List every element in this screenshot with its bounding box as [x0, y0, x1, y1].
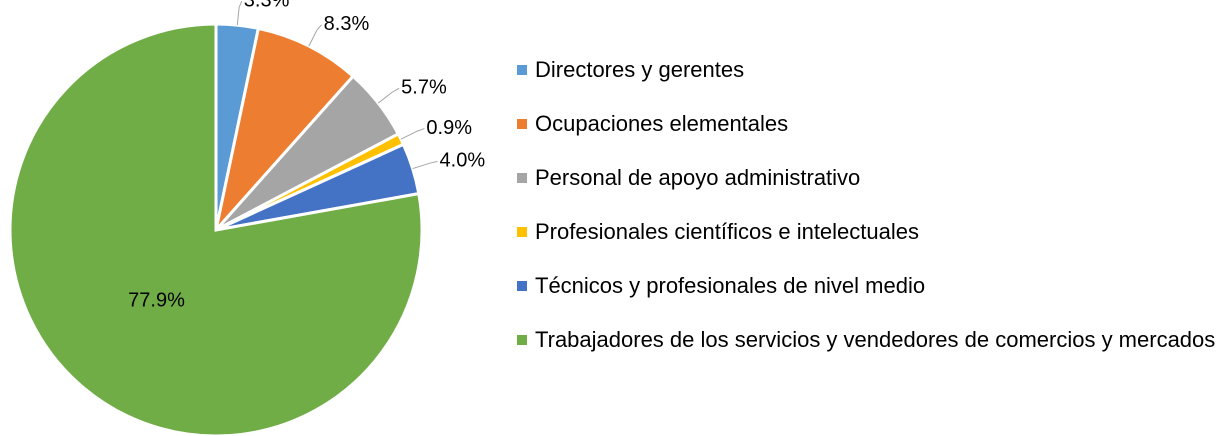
- legend-swatch: [517, 281, 527, 291]
- legend-swatch: [517, 65, 527, 75]
- legend-label: Personal de apoyo administrativo: [535, 165, 861, 190]
- legend-item: Directores y gerentes: [517, 56, 1220, 110]
- data-label: 3.3%: [244, 0, 290, 12]
- data-label: 77.9%: [128, 289, 185, 311]
- legend-label: Profesionales científicos e intelectuale…: [535, 219, 919, 244]
- legend-item: Ocupaciones elementales: [517, 110, 1220, 164]
- legend-swatch: [517, 227, 527, 237]
- legend-item: Personal de apoyo administrativo: [517, 164, 1220, 218]
- data-label: 5.7%: [401, 77, 447, 99]
- legend-item: Trabajadores de los servicios y vendedor…: [517, 326, 1220, 380]
- legend-label: Técnicos y profesionales de nivel medio: [535, 273, 926, 298]
- legend-swatch: [517, 335, 527, 345]
- leader-line: [377, 87, 400, 104]
- legend-label: Trabajadores de los servicios y vendedor…: [535, 327, 1216, 352]
- data-label: 4.0%: [440, 150, 486, 172]
- legend: Directores y gerentes Ocupaciones element…: [517, 56, 1220, 380]
- legend-item: Profesionales científicos e intelectuale…: [517, 218, 1220, 272]
- legend-label: Directores y gerentes: [535, 57, 745, 82]
- leader-line: [400, 128, 425, 140]
- data-label: 8.3%: [324, 13, 370, 35]
- leader-line: [412, 160, 438, 170]
- data-label: 0.9%: [426, 117, 472, 139]
- legend-swatch: [517, 173, 527, 183]
- legend-label: Ocupaciones elementales: [535, 111, 789, 136]
- pie-slice: [8, 22, 424, 436]
- leader-line: [308, 24, 323, 47]
- leader-line: [236, 1, 243, 26]
- legend-swatch: [517, 119, 527, 129]
- pie-slice: [213, 26, 356, 236]
- legend-item: Técnicos y profesionales de nivel medio: [517, 272, 1220, 326]
